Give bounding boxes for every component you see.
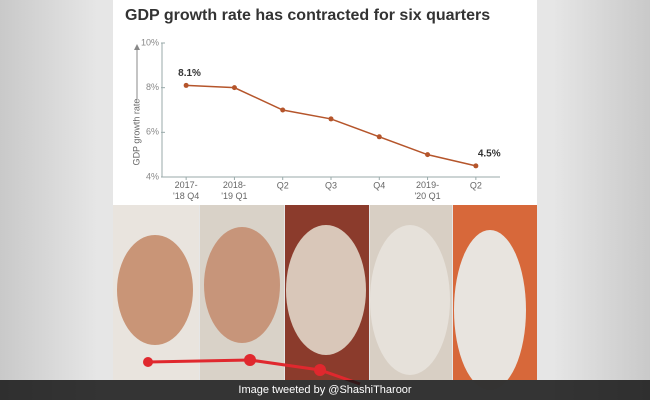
y-tick-label: 6% bbox=[146, 127, 159, 137]
point bbox=[231, 85, 237, 91]
arrow-line bbox=[147, 358, 361, 386]
x-tick-label: Q4 bbox=[373, 180, 385, 190]
photo bbox=[286, 225, 366, 355]
point bbox=[183, 82, 189, 88]
point bbox=[328, 116, 334, 122]
y-tick-label: 10% bbox=[141, 37, 159, 47]
x-tick-label: 2017-'18 Q4 bbox=[173, 180, 199, 201]
point bbox=[376, 134, 382, 140]
x-tick-label: Q3 bbox=[325, 180, 337, 190]
dot bbox=[314, 364, 326, 376]
caption: Image tweeted by @ShashiTharoor bbox=[238, 384, 412, 396]
chart-title: GDP growth rate has contracted for six q… bbox=[125, 7, 490, 24]
point bbox=[473, 163, 479, 169]
photo bbox=[370, 225, 450, 375]
point bbox=[425, 152, 431, 158]
value-label: 4.5% bbox=[478, 148, 501, 159]
x-tick-label: 2019-'20 Q1 bbox=[414, 180, 440, 201]
photo bbox=[117, 235, 193, 345]
point bbox=[280, 107, 286, 113]
dot bbox=[143, 357, 153, 367]
x-tick-label: Q2 bbox=[470, 180, 482, 190]
photo bbox=[454, 230, 526, 390]
y-axis-label: GDP growth rate bbox=[131, 99, 141, 166]
x-tick-label: Q2 bbox=[277, 180, 289, 190]
x-tick-label: 2018-'19 Q1 bbox=[221, 180, 247, 201]
value-label: 8.1% bbox=[178, 68, 201, 79]
y-tick-label: 8% bbox=[146, 82, 159, 92]
chart-panel bbox=[113, 0, 537, 205]
photo-strip bbox=[113, 205, 537, 390]
axis-arrow-head bbox=[134, 44, 140, 50]
dot bbox=[244, 354, 256, 366]
caption-bar bbox=[0, 380, 650, 400]
photo bbox=[204, 227, 280, 343]
y-tick-label: 4% bbox=[146, 171, 159, 181]
